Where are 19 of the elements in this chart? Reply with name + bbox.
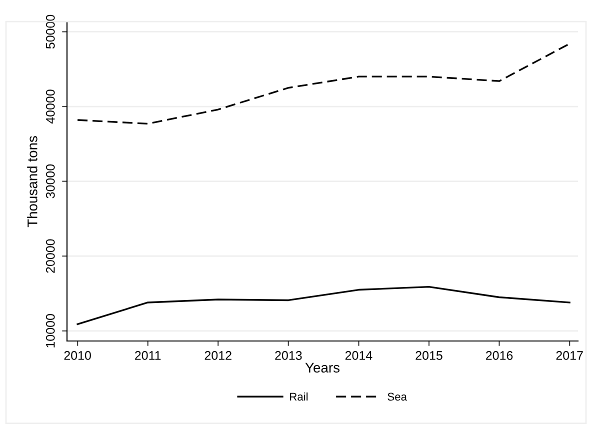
x-tick-label: 2013: [275, 351, 302, 360]
line-series: [76, 42, 570, 125]
line-series: [76, 286, 570, 326]
x-tick-label: 2011: [135, 351, 161, 360]
y-axis-title: Thousand tons: [27, 136, 38, 228]
x-tick-label: 2016: [486, 351, 513, 360]
legend-label: Sea: [388, 392, 407, 401]
y-tick-label: 30000: [46, 164, 55, 198]
y-tick-label: 50000: [46, 14, 55, 49]
x-tick-label: 2017: [556, 351, 583, 360]
x-tick-label: 2014: [345, 351, 372, 360]
y-tick-label: 40000: [46, 90, 55, 124]
x-tick-label: 2015: [416, 351, 442, 360]
y-tick-label: 20000: [46, 239, 55, 273]
x-axis-title: Years: [305, 362, 340, 373]
legend-label: Rail: [290, 392, 308, 401]
x-tick-label: 2012: [204, 351, 232, 360]
x-tick-label: 2010: [64, 351, 91, 360]
y-tick-label: 10000: [46, 314, 55, 348]
